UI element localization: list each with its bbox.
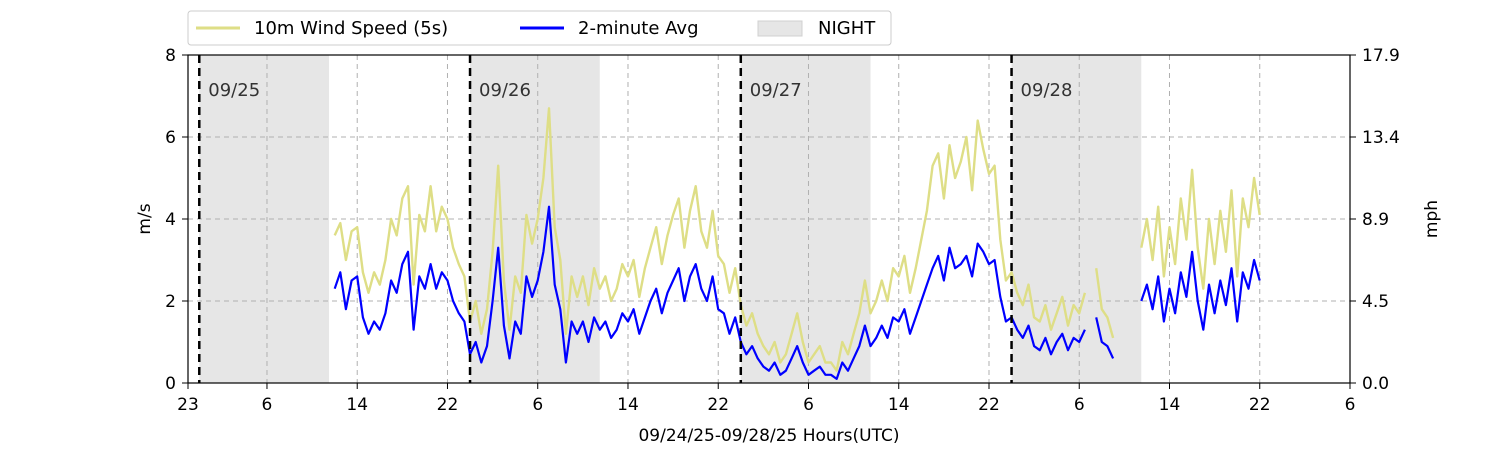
y-left-tick-label-4: 8	[165, 46, 176, 66]
x-tick-label-8: 14	[888, 395, 910, 415]
series-avg-segment-2	[1140, 250, 1261, 331]
legend: 10m Wind Speed (5s) 2-minute Avg NIGHT	[187, 10, 892, 46]
x-tick-label-11: 14	[1159, 395, 1181, 415]
x-tick-layer: 23 6 14 22 6 14 22 6 14 22 6 14 22 6	[177, 383, 1355, 415]
y-right-tick-layer: 0.0 4.5 8.9 13.4 17.9	[1350, 46, 1400, 394]
x-tick-label-10: 6	[1074, 395, 1085, 415]
y-left-tick-layer: 0 2 4 6 8	[165, 46, 188, 394]
y-left-tick-label-2: 4	[165, 210, 176, 230]
x-tick-label-4: 6	[532, 395, 543, 415]
y-right-tick-label-0: 0.0	[1362, 374, 1389, 394]
x-axis-label: 09/24/25-09/28/25 Hours(UTC)	[638, 426, 899, 446]
y-left-tick-label-0: 0	[165, 374, 176, 394]
x-tick-label-5: 14	[617, 395, 639, 415]
legend-label-night: NIGHT	[818, 18, 876, 39]
y-right-tick-label-4: 17.9	[1362, 46, 1400, 66]
x-tick-label-2: 14	[346, 395, 368, 415]
series-raw-segment-2	[1140, 168, 1261, 290]
y-right-tick-label-3: 13.4	[1362, 128, 1400, 148]
x-tick-label-6: 22	[707, 395, 729, 415]
y-left-tick-label-1: 2	[165, 292, 176, 312]
series-avg-segment-1	[1095, 317, 1115, 359]
day-boundary-label-2: 09/27	[750, 80, 802, 101]
x-tick-label-7: 6	[803, 395, 814, 415]
legend-swatch-night	[757, 20, 803, 37]
day-boundary-label-3: 09/28	[1021, 80, 1073, 101]
x-tick-label-3: 22	[437, 395, 459, 415]
y-axis-label-left: m/s	[135, 203, 155, 234]
legend-label-raw: 10m Wind Speed (5s)	[254, 18, 448, 39]
x-tick-label-9: 22	[978, 395, 1000, 415]
day-boundary-label-1: 09/26	[479, 80, 531, 101]
day-boundary-label-0: 09/25	[208, 80, 260, 101]
series-raw-segment-1	[1095, 268, 1115, 339]
legend-label-avg: 2-minute Avg	[578, 18, 699, 39]
series-layer	[333, 107, 1261, 380]
x-tick-label-1: 6	[262, 395, 273, 415]
night-band-2	[740, 55, 871, 383]
series-avg-segment-0	[333, 205, 1086, 380]
day-boundary-layer: 09/25 09/26 09/27 09/28	[198, 55, 1073, 383]
y-axis-label-right: mph	[1422, 200, 1442, 238]
y-right-tick-label-1: 4.5	[1362, 292, 1389, 312]
x-tick-label-0: 23	[177, 395, 199, 415]
x-tick-label-12: 22	[1249, 395, 1271, 415]
x-tick-label-13: 6	[1345, 395, 1356, 415]
series-raw-segment-0	[333, 107, 1087, 372]
y-right-tick-label-2: 8.9	[1362, 210, 1389, 230]
y-left-tick-label-3: 6	[165, 128, 176, 148]
